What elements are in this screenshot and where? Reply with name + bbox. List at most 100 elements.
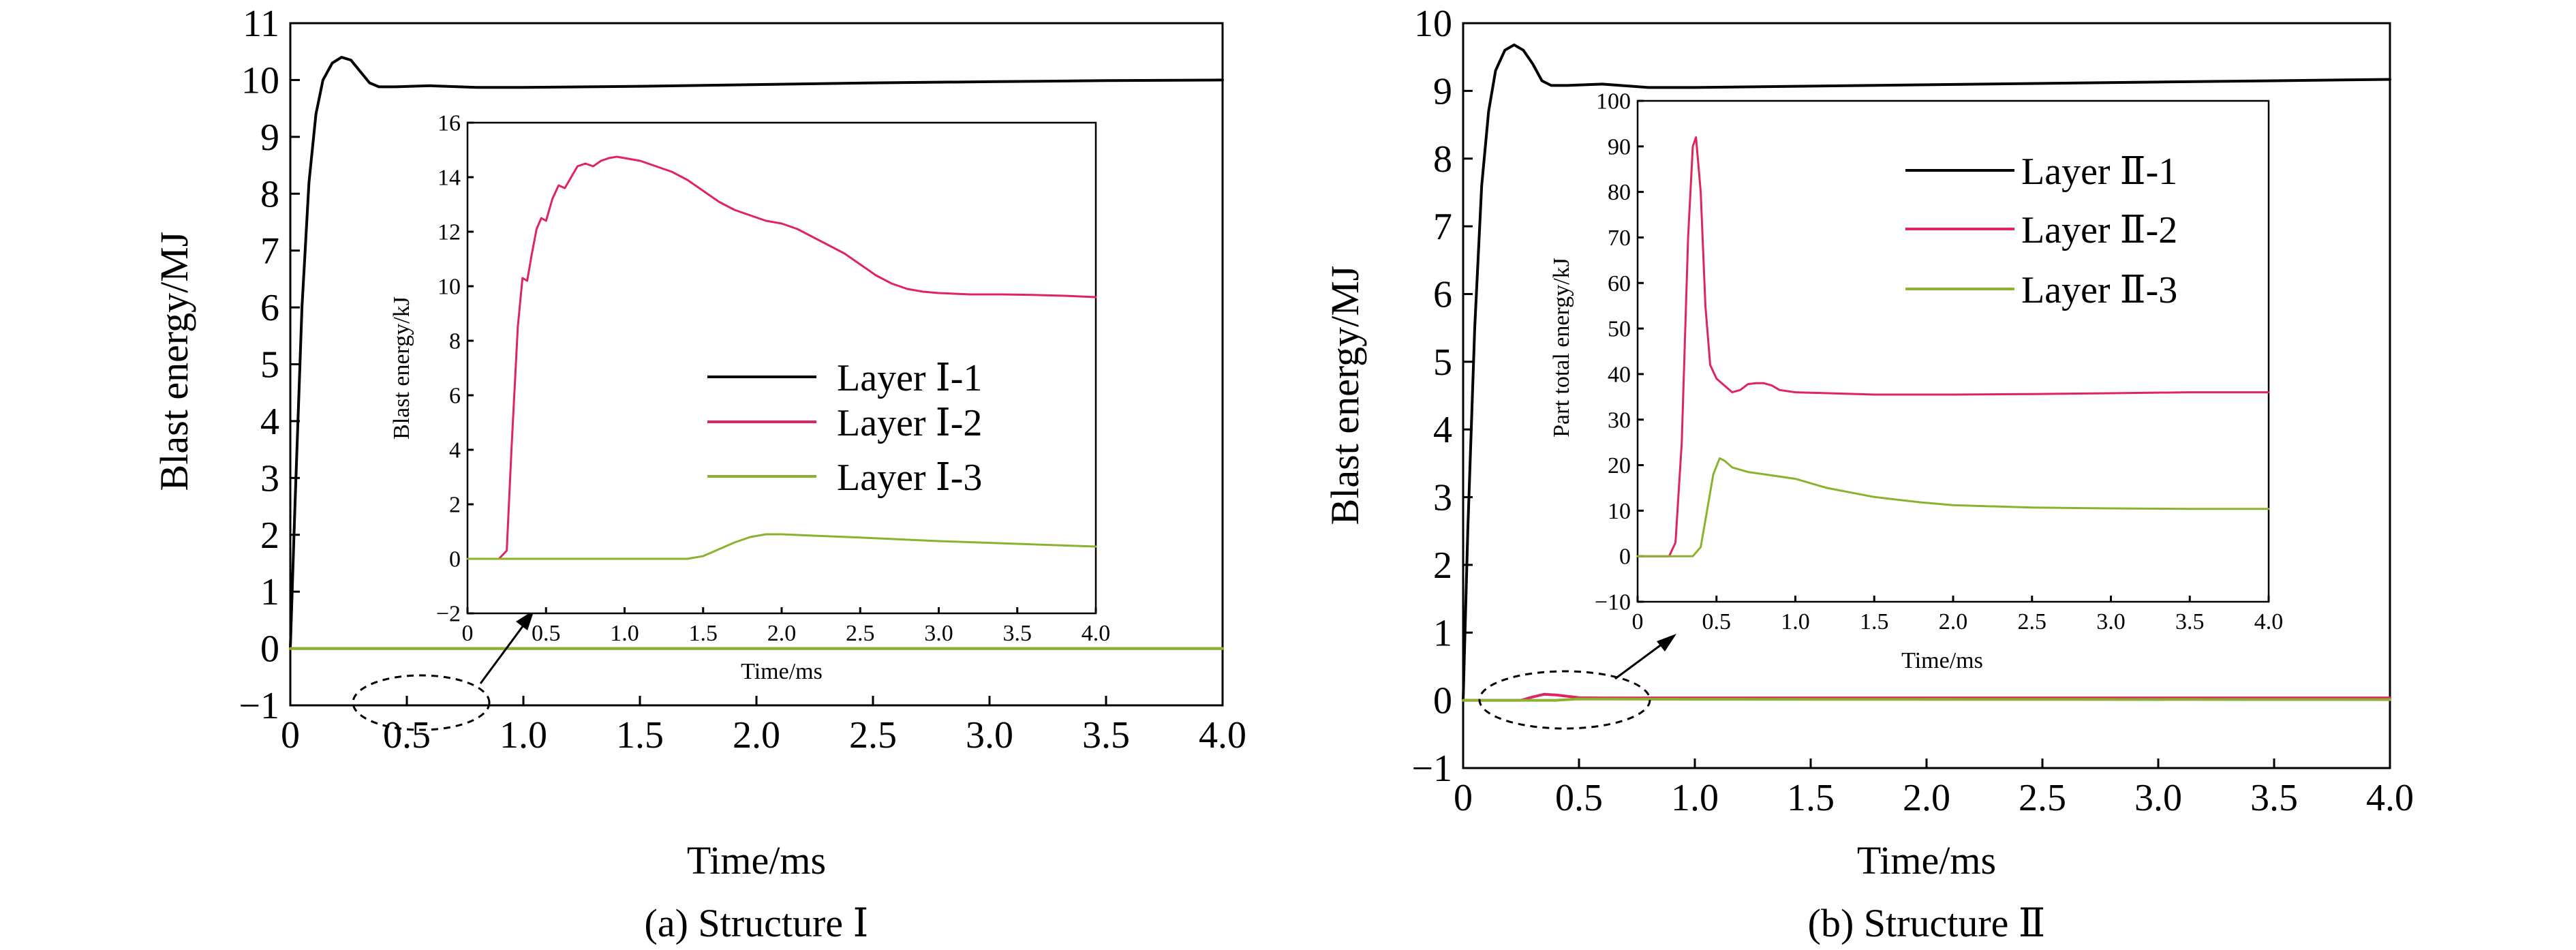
panel-a: 0 0.5 1.0 1.5 2.0 2.5 3.0 3.5 4.0−10123456789101… (152, 3, 1246, 945)
y-tick-label: 50 (1608, 317, 1631, 342)
y-tick-label: 10 (438, 275, 461, 300)
y-tick-label: 9 (1433, 70, 1452, 112)
legend-item: Layer Ⅰ-2 (707, 402, 982, 444)
x-tick-label: 3.0 (966, 714, 1013, 756)
x-tick-label: 0.5 (1555, 777, 1603, 819)
legend-label: Layer Ⅰ-3 (837, 457, 982, 499)
panel-a-callout-ellipse (352, 674, 491, 731)
panel-b-series (1462, 43, 2391, 702)
y-tick-label: 4 (260, 401, 279, 443)
panel-b-caption: (b) Structure Ⅱ (1808, 901, 2046, 945)
x-tick-label: 2.5 (849, 714, 897, 756)
x-tick-label: 4.0 (2366, 777, 2414, 819)
y-tick-label: 7 (1433, 206, 1452, 248)
y-tick-label: 5 (1433, 341, 1452, 384)
panel-b-callout-arrow (1614, 641, 1666, 680)
series-line-layer-1 (289, 56, 1224, 650)
legend-item: Layer Ⅰ-1 (707, 357, 982, 399)
y-tick-label: 1 (260, 571, 279, 613)
x-tick-label: 2.0 (1903, 777, 1950, 819)
panel-b: 0 0.5 1.0 1.5 2.0 2.5 3.0 3.5 4.0−1012345678910 … (1323, 3, 2414, 945)
panel-a-inset-y-axis-label: Blast energy/kJ (389, 296, 414, 440)
y-tick-label: 10 (1608, 499, 1631, 524)
series-line-layer-3 (466, 533, 1097, 560)
x-tick-label: 3.0 (2096, 609, 2126, 634)
panel-a-callout-arrowhead (516, 610, 534, 630)
panel-a-inset-x-axis-label: Time/ms (741, 659, 823, 684)
y-tick-label: 2 (449, 493, 461, 518)
y-tick-label: −10 (1595, 590, 1631, 615)
series-line-layer-2 (466, 155, 1097, 560)
y-tick-label: −2 (436, 602, 461, 627)
x-tick-label: 3.0 (2134, 777, 2182, 819)
panel-b-inset-ticks: 0 0.5 1.0 1.5 2.0 2.5 3.0 3.5 4.0−10010203040506… (1595, 89, 2283, 634)
y-tick-label: 2 (260, 515, 279, 557)
y-tick-label: 0 (1619, 545, 1631, 570)
panel-b-legend: Layer Ⅱ-1 Layer Ⅱ-2 Layer Ⅱ-3 (1905, 151, 2177, 311)
legend-item: Layer Ⅱ-1 (1905, 151, 2177, 193)
legend-item: Layer Ⅱ-2 (1905, 209, 2177, 251)
legend-label: Layer Ⅱ-3 (2021, 269, 2177, 311)
x-tick-label: 0.5 (383, 714, 431, 756)
y-tick-label: 0 (449, 547, 461, 572)
y-tick-label: 2 (1433, 545, 1452, 587)
panel-b-inset-y-axis-label: Part total energy/kJ (1549, 258, 1574, 438)
y-tick-label: 14 (438, 166, 461, 191)
panel-a-series (289, 56, 1224, 650)
y-tick-label: 100 (1596, 89, 1631, 114)
x-tick-label: 1.0 (1671, 777, 1719, 819)
x-tick-label: 3.5 (2250, 777, 2298, 819)
legend-item: Layer Ⅰ-3 (707, 457, 982, 499)
y-tick-label: −1 (1411, 748, 1452, 790)
x-tick-label: 1.0 (1781, 609, 1810, 634)
panel-b-callout-arrowhead (1657, 634, 1676, 652)
panel-b-inset-series (1636, 136, 2270, 557)
series-line-layer-3 (1462, 697, 2391, 702)
panel-a-caption: (a) Structure Ⅰ (645, 901, 869, 945)
series-line-layer-1 (1462, 43, 2391, 702)
panel-b-x-axis-label: Time/ms (1857, 838, 1996, 883)
y-tick-label: 10 (1414, 3, 1452, 45)
x-tick-label: 0 (1454, 777, 1473, 819)
x-tick-label: 0 (1632, 609, 1644, 634)
panel-a-inset-series (466, 155, 1097, 560)
y-tick-label: 9 (260, 117, 279, 159)
panel-a-legend: Layer Ⅰ-1 Layer Ⅰ-2 Layer Ⅰ-3 (707, 357, 982, 499)
panel-b-inset-frame (1636, 99, 2270, 603)
y-tick-label: 1 (1433, 612, 1452, 654)
y-tick-label: 70 (1608, 226, 1631, 251)
legend-label: Layer Ⅰ-1 (837, 357, 982, 399)
y-tick-label: 60 (1608, 271, 1631, 296)
x-tick-label: 1.5 (1787, 777, 1835, 819)
x-tick-label: 2.0 (733, 714, 780, 756)
x-tick-label: 0.5 (532, 621, 561, 646)
x-tick-label: 1.5 (1860, 609, 1889, 634)
y-tick-label: 4 (449, 438, 461, 463)
panel-b-y-axis-label: Blast energy/MJ (1323, 266, 1367, 525)
x-tick-label: 1.5 (616, 714, 664, 756)
panel-a-y-axis-label: Blast energy/MJ (152, 232, 196, 491)
y-tick-label: 11 (243, 3, 279, 45)
y-tick-label: 6 (260, 287, 279, 329)
x-tick-label: 4.0 (2254, 609, 2284, 634)
x-tick-label: 2.5 (846, 621, 875, 646)
x-tick-label: 1.5 (689, 621, 718, 646)
x-tick-label: 3.5 (2175, 609, 2205, 634)
x-tick-label: 3.0 (924, 621, 953, 646)
y-tick-label: 16 (438, 111, 461, 136)
y-tick-label: 3 (260, 457, 279, 500)
y-tick-label: 6 (1433, 273, 1452, 316)
y-tick-label: 20 (1608, 453, 1631, 478)
legend-label: Layer Ⅱ-1 (2021, 151, 2177, 193)
x-tick-label: 4.0 (1199, 714, 1246, 756)
x-tick-label: 3.5 (1003, 621, 1032, 646)
y-tick-label: 8 (260, 173, 279, 215)
x-tick-label: 3.5 (1082, 714, 1130, 756)
y-tick-label: 40 (1608, 362, 1631, 387)
y-tick-label: 30 (1608, 408, 1631, 433)
panel-a-callout-arrow (479, 623, 526, 684)
y-tick-label: 0 (1433, 680, 1452, 722)
y-tick-label: 0 (260, 628, 279, 671)
x-tick-label: 0.5 (1702, 609, 1732, 634)
